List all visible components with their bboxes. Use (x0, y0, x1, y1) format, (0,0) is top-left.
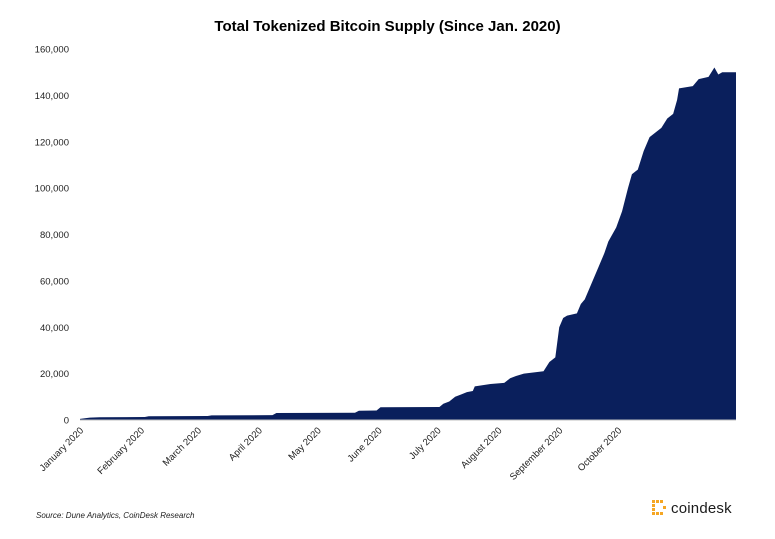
y-tick-label: 80,000 (40, 230, 69, 241)
x-tick-label: February 2020 (96, 425, 147, 476)
coindesk-logo: coindesk (652, 500, 732, 517)
logo-dot (652, 512, 655, 515)
x-tick-label: August 2020 (459, 425, 505, 471)
source-note: Source: Dune Analytics, CoinDesk Researc… (36, 511, 195, 520)
coindesk-logo-icon (652, 500, 666, 515)
y-tick-label: 100,000 (35, 184, 69, 195)
y-tick-label: 160,000 (35, 45, 69, 56)
logo-dot (663, 506, 666, 509)
y-tick-label: 20,000 (40, 369, 69, 380)
logo-dot (652, 500, 655, 503)
x-tick-label: June 2020 (346, 425, 385, 464)
y-tick-label: 120,000 (35, 137, 69, 148)
brand-name: coindesk (671, 500, 732, 517)
chart-title: Total Tokenized Bitcoin Supply (Since Ja… (214, 18, 561, 35)
y-tick-label: 140,000 (35, 91, 69, 102)
y-tick-label: 0 (64, 416, 69, 427)
logo-dot (652, 504, 655, 507)
logo-dot (660, 500, 663, 503)
x-tick-label: September 2020 (508, 425, 565, 482)
logo-dot (656, 500, 659, 503)
x-tick-label: July 2020 (407, 425, 444, 462)
x-tick-label: March 2020 (161, 425, 204, 468)
logo-dot (660, 512, 663, 515)
series-area (80, 67, 736, 421)
logo-dot (652, 508, 655, 511)
x-tick-label: October 2020 (576, 425, 624, 473)
logo-dots (652, 500, 666, 515)
x-tick-label: April 2020 (227, 425, 265, 463)
x-tick-label: May 2020 (286, 425, 323, 462)
y-tick-label: 60,000 (40, 276, 69, 287)
logo-dot (656, 512, 659, 515)
y-tick-label: 40,000 (40, 323, 69, 334)
x-tick-label: January 2020 (38, 425, 86, 473)
